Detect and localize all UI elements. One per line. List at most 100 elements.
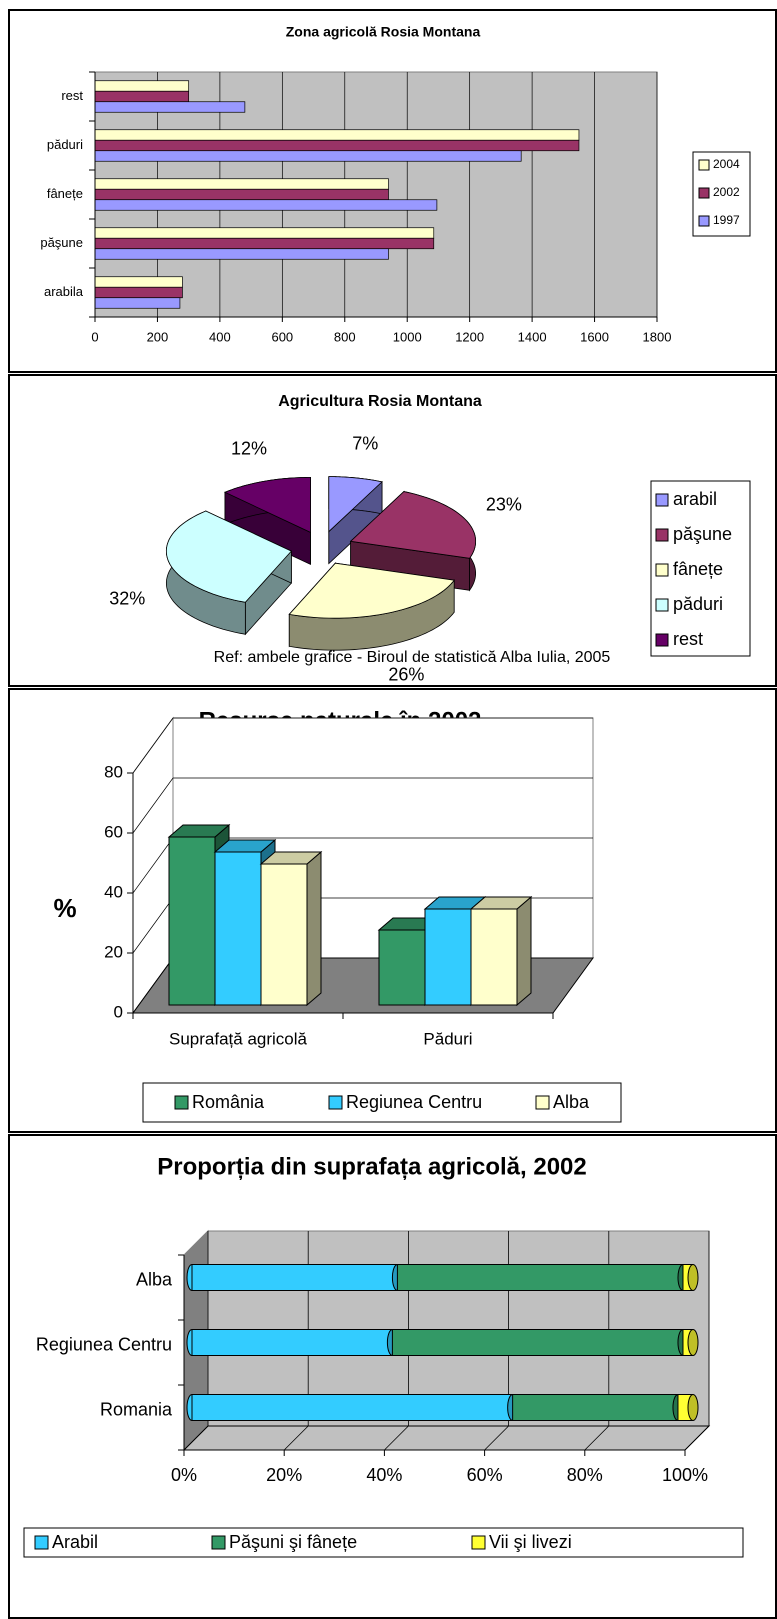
x-tick-label: 800 [334, 329, 356, 344]
y-tick-label: păşune [40, 235, 83, 250]
chart-title: Zona agricolă Rosia Montana [286, 24, 481, 40]
x-tick-label: Suprafață agricolă [169, 1029, 308, 1048]
legend-swatch [698, 159, 710, 171]
bar [259, 850, 323, 1007]
legend-label: Arabil [52, 1532, 98, 1552]
pie-slice [165, 510, 293, 636]
pie-top [288, 562, 455, 619]
bar [94, 199, 438, 211]
bar-segment [682, 1329, 699, 1356]
legend-swatch [655, 528, 669, 542]
bar-front [168, 836, 216, 1006]
bar [94, 178, 389, 190]
pie-top [328, 476, 383, 533]
x-tick-label: 60% [467, 1465, 503, 1485]
legend-label: păduri [673, 594, 723, 614]
x-tick-label: 20% [266, 1465, 302, 1485]
bar-front [378, 929, 426, 1006]
y-tick-label: arabila [44, 284, 84, 299]
grid-line [132, 957, 174, 1014]
y-tick-label: rest [61, 88, 83, 103]
chart-title: Agricultura Rosia Montana [278, 393, 482, 410]
bar-front [470, 908, 518, 1006]
bar [94, 139, 580, 152]
bar-segment [396, 1264, 689, 1291]
y-tick-label: 40 [104, 882, 123, 901]
y-tick-label: păduri [47, 137, 83, 152]
legend-label: 1997 [713, 213, 740, 227]
y-tick-label: Romania [100, 1399, 173, 1419]
legend-label: arabil [673, 489, 717, 509]
bar-body [191, 1329, 393, 1356]
bar [94, 276, 183, 288]
legend-swatch [535, 1095, 550, 1110]
bar [94, 129, 580, 141]
bar-segment [186, 1329, 398, 1356]
y-tick-label: fânețe [47, 186, 83, 201]
bar [94, 101, 246, 113]
grid-line [684, 1425, 710, 1451]
bar-segment [512, 1394, 684, 1421]
bar [94, 150, 522, 162]
bar-segment [677, 1394, 699, 1421]
bar-body [191, 1264, 398, 1291]
legend-label: Vii şi livezi [489, 1532, 572, 1552]
x-tick-label: 1400 [518, 329, 547, 344]
bar-cap [687, 1264, 699, 1291]
x-tick-label: 1000 [393, 329, 422, 344]
pie-slice [328, 476, 383, 565]
legend-swatch [211, 1535, 226, 1550]
bar-body [391, 1329, 684, 1356]
bar-cap [687, 1394, 699, 1421]
grid-line [132, 897, 174, 954]
legend-swatch [698, 215, 710, 227]
grid-line [132, 777, 174, 834]
legend-swatch [174, 1095, 189, 1110]
bar-cap [687, 1329, 699, 1356]
source-note: Ref: ambele grafice - Biroul de statisti… [214, 649, 611, 666]
x-tick-label: 1600 [580, 329, 609, 344]
grid-line [132, 717, 174, 774]
data-label: 12% [231, 438, 267, 458]
bar-front [260, 863, 308, 1006]
x-tick-label: 600 [271, 329, 293, 344]
bar-front [424, 908, 472, 1006]
y-tick-label: Alba [136, 1269, 173, 1289]
y-tick-label: 0 [114, 1002, 123, 1021]
bar-body [191, 1394, 514, 1421]
bar [94, 188, 389, 201]
legend-swatch [471, 1535, 486, 1550]
y-axis-label: % [53, 893, 76, 923]
x-tick-label: 80% [567, 1465, 603, 1485]
bar-side [306, 850, 322, 1007]
bar-side [516, 895, 532, 1007]
bar [94, 286, 183, 299]
pie-slice [288, 562, 455, 651]
x-tick-label: 1200 [455, 329, 484, 344]
y-tick-label: 20 [104, 942, 123, 961]
grid-line [283, 1425, 309, 1451]
legend-label: fânețe [673, 559, 723, 579]
legend-label: România [192, 1092, 265, 1112]
floor [182, 1425, 711, 1451]
legend-label: 2004 [713, 157, 740, 171]
pie-top [165, 510, 293, 603]
bar [94, 90, 190, 103]
data-label: 7% [352, 433, 378, 453]
grid-line [584, 1425, 610, 1451]
bar [94, 237, 435, 250]
grid-line [183, 1425, 209, 1451]
bar-body [512, 1394, 679, 1421]
bar [94, 227, 435, 239]
chart-title: Proporția din suprafața agricolă, 2002 [157, 1153, 586, 1180]
grid-line [132, 837, 174, 894]
bar-segment [682, 1264, 699, 1291]
x-tick-label: Păduri [423, 1029, 472, 1048]
x-tick-label: 0% [171, 1465, 197, 1485]
pie-top [349, 491, 477, 559]
grid-line [484, 1425, 509, 1451]
grid-line [384, 1425, 409, 1451]
legend-label: Regiunea Centru [346, 1092, 482, 1112]
pie-top [223, 476, 311, 534]
